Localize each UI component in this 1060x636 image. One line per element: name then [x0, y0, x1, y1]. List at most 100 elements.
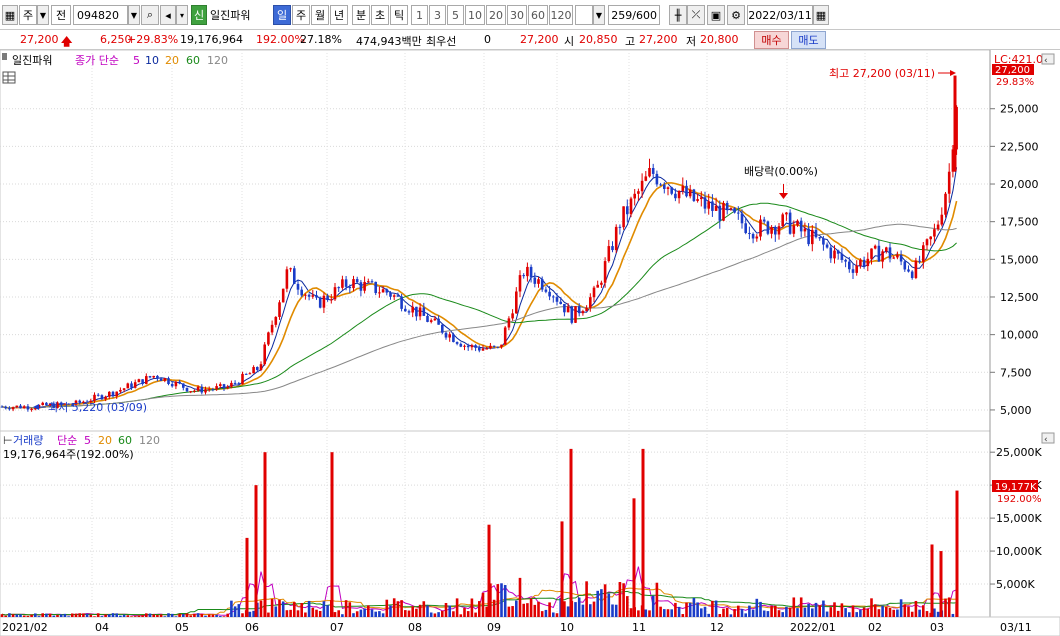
calendar-icon[interactable]: ▦: [813, 5, 829, 25]
volume-bar: [318, 610, 322, 617]
volume-bar: [637, 610, 640, 617]
volume-bar: [56, 614, 59, 617]
price-volume-chart[interactable]: 25,000 22,500 20,000 17,500 15,000 12,500 10,0…: [0, 50, 1060, 636]
candle-body: [304, 294, 307, 296]
period-second-button[interactable]: 초: [371, 5, 389, 25]
candle-body: [474, 345, 477, 348]
candle-body: [803, 228, 807, 232]
settings-gear-icon[interactable]: ⚙: [727, 5, 745, 25]
candle-body: [418, 307, 422, 317]
volume-bar: [274, 606, 278, 617]
candle-body: [596, 284, 599, 288]
prev-next-icon[interactable]: ▾: [176, 5, 188, 25]
period-day-button[interactable]: 일: [273, 5, 291, 25]
code-dropdown-icon[interactable]: ▼: [128, 5, 140, 25]
volume-bar: [670, 609, 673, 617]
custom-interval-input[interactable]: [575, 5, 593, 25]
volume-bar: [137, 615, 141, 617]
speaker-icon[interactable]: ◂: [160, 5, 176, 25]
market-dropdown-icon[interactable]: ▼: [37, 5, 49, 25]
volume-bar: [182, 614, 185, 617]
period-week-button[interactable]: 주: [292, 5, 310, 25]
volume-bar: [585, 581, 588, 617]
volume-bar: [925, 611, 929, 617]
interval-10-button[interactable]: 10: [465, 5, 485, 25]
candle-body: [52, 403, 56, 408]
interval-1-button[interactable]: 1: [411, 5, 428, 25]
date-input[interactable]: 2022/03/11: [747, 5, 813, 25]
volume-bar: [685, 602, 688, 617]
interval-30-button[interactable]: 30: [507, 5, 527, 25]
interval-3-button[interactable]: 3: [429, 5, 446, 25]
grid-menu-icon[interactable]: ▦: [2, 5, 18, 25]
candle-body: [711, 201, 714, 211]
candle-body: [381, 289, 385, 293]
period-tick-button[interactable]: 틱: [390, 5, 408, 25]
volume-panel-collapse-button[interactable]: [1041, 432, 1055, 444]
volume-bar: [385, 599, 389, 617]
buy-button[interactable]: 매수: [754, 31, 789, 49]
sell-button[interactable]: 매도: [791, 31, 826, 49]
volume-bar: [41, 613, 44, 617]
candle-body: [370, 281, 374, 283]
volume-bar: [596, 590, 599, 617]
volume-bar: [466, 611, 470, 617]
interval-60-button[interactable]: 60: [528, 5, 548, 25]
search-icon[interactable]: ⌕: [141, 5, 159, 25]
volume-bar: [733, 609, 736, 617]
candle-body: [170, 383, 174, 387]
candle-body: [256, 367, 259, 370]
candle-body: [922, 245, 925, 262]
volume-bar: [529, 598, 533, 617]
volume-bar: [315, 609, 318, 617]
mode-select[interactable]: 전: [51, 5, 71, 25]
candle-body: [422, 307, 426, 316]
custom-interval-dropdown-icon[interactable]: ▼: [593, 5, 605, 25]
candle-body: [330, 299, 333, 301]
price-panel: [0, 50, 991, 432]
volume-bar: [130, 616, 133, 617]
buy-button-label: 매수: [761, 34, 782, 47]
trade-amount: 474,943백만: [356, 35, 422, 48]
interval-20-button[interactable]: 20: [486, 5, 506, 25]
volume-bar: [0, 614, 4, 617]
volume-bar: [544, 609, 548, 617]
candle-body: [910, 271, 914, 278]
volume-bar: [581, 604, 585, 617]
volume-bar: [400, 600, 403, 617]
volume-bar: [196, 613, 200, 617]
candle-body: [119, 389, 122, 392]
code-input[interactable]: 094820: [73, 5, 128, 25]
panel-handle-icon[interactable]: [2, 53, 7, 60]
count-input[interactable]: 259/600: [608, 5, 660, 25]
candle-body: [204, 389, 207, 393]
period-month-button[interactable]: 월: [311, 5, 329, 25]
indicator-icon[interactable]: ⤫: [687, 5, 705, 25]
market-select[interactable]: 주: [19, 5, 37, 25]
volume-panel-handle-icon[interactable]: ⊢: [3, 434, 13, 447]
price-panel-collapse-button[interactable]: [1041, 53, 1055, 65]
volume-bar: [248, 611, 252, 617]
volume-bar: [285, 610, 289, 617]
interval-120-button[interactable]: 120: [549, 5, 573, 25]
volume-bar: [326, 605, 329, 617]
candle-body: [788, 212, 792, 234]
volume-bar: [470, 598, 474, 617]
volume-spike-bar: [560, 521, 564, 617]
candle-body: [589, 297, 592, 308]
candle-body: [500, 344, 503, 347]
save-icon[interactable]: ▣: [707, 5, 725, 25]
period-year-button[interactable]: 년: [330, 5, 348, 25]
x-axis-tick-label: 10: [560, 621, 574, 634]
interval-5-button[interactable]: 5: [447, 5, 464, 25]
period-minute-button[interactable]: 분: [352, 5, 370, 25]
ma5-legend: 5: [133, 54, 140, 67]
volume-bar: [426, 605, 429, 617]
volume-bar: [441, 610, 444, 617]
table-toggle-icon[interactable]: [2, 71, 16, 84]
candle-body: [89, 400, 93, 403]
volume-bar: [552, 612, 555, 617]
candle-type-icon[interactable]: ╫: [669, 5, 687, 25]
candle-body: [337, 287, 340, 289]
candle-body: [130, 383, 133, 388]
